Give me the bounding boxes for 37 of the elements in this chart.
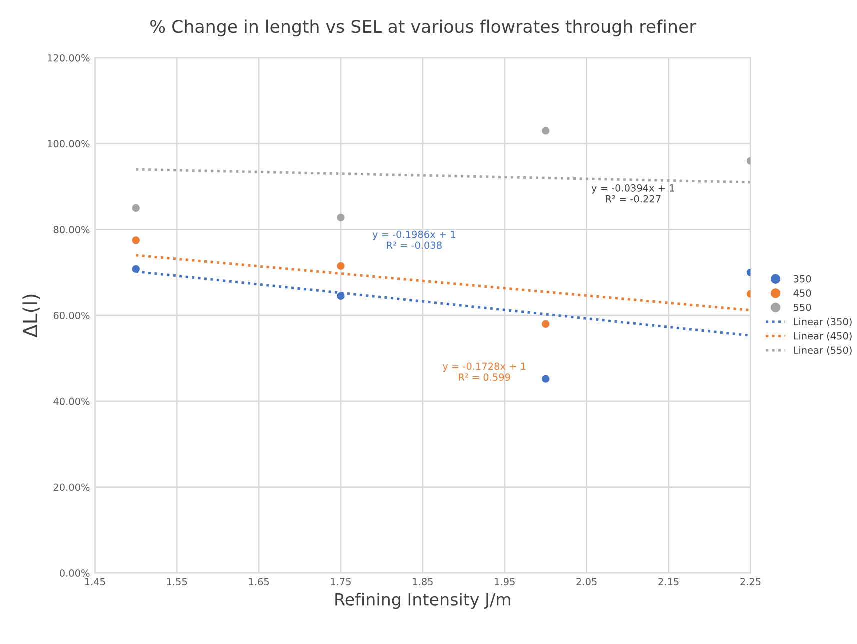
legend-label: Linear (350) xyxy=(794,318,852,327)
y-tick-label: 0.00% xyxy=(60,570,90,577)
point xyxy=(337,214,345,222)
annotation: y = -0.0394x + 1 R² = -0.227 xyxy=(592,184,674,203)
annotation: y = -0.1728x + 1 R² = 0.599 xyxy=(442,362,526,382)
x-tick-label: 1.55 xyxy=(167,578,188,586)
y-tick-label: 120.00% xyxy=(48,54,90,62)
y-tick-label: 60.00% xyxy=(54,312,90,320)
point xyxy=(337,262,345,270)
x-tick-label: 1.95 xyxy=(495,578,515,586)
x-tick-label: 1.65 xyxy=(249,578,270,586)
point xyxy=(337,292,345,300)
legend-label: 550 xyxy=(794,304,812,312)
x-tick-label: 2.25 xyxy=(740,578,761,586)
y-tick-label: 20.00% xyxy=(54,484,90,492)
y-tick-label: 40.00% xyxy=(54,398,90,406)
chart-title: % Change in length vs SEL at various flowrates through refiner xyxy=(150,20,696,37)
point xyxy=(132,236,140,244)
y-axis-title: ΔL(l) xyxy=(22,294,40,338)
x-tick-label: 1.45 xyxy=(85,578,106,586)
legend-label: Linear (550) xyxy=(794,346,852,356)
x-tick-label: 2.05 xyxy=(576,578,597,586)
x-tick-label: 1.75 xyxy=(331,578,351,586)
annotation: y = -0.1986x + 1 R² = -0.038 xyxy=(372,230,456,250)
point xyxy=(542,127,550,135)
legend-label: 350 xyxy=(794,275,812,283)
point xyxy=(542,320,550,328)
x-axis-title: Refining Intensity J/m xyxy=(336,592,510,610)
legend-label: 450 xyxy=(794,290,812,297)
y-tick-label: 100.00% xyxy=(48,140,90,148)
point xyxy=(132,204,140,212)
y-tick-label: 80.00% xyxy=(54,226,90,234)
legend-label: Linear (450) xyxy=(794,332,852,341)
x-tick-label: 1.85 xyxy=(413,578,433,586)
x-tick-label: 2.15 xyxy=(658,578,679,586)
point xyxy=(132,265,140,273)
point xyxy=(542,375,550,383)
